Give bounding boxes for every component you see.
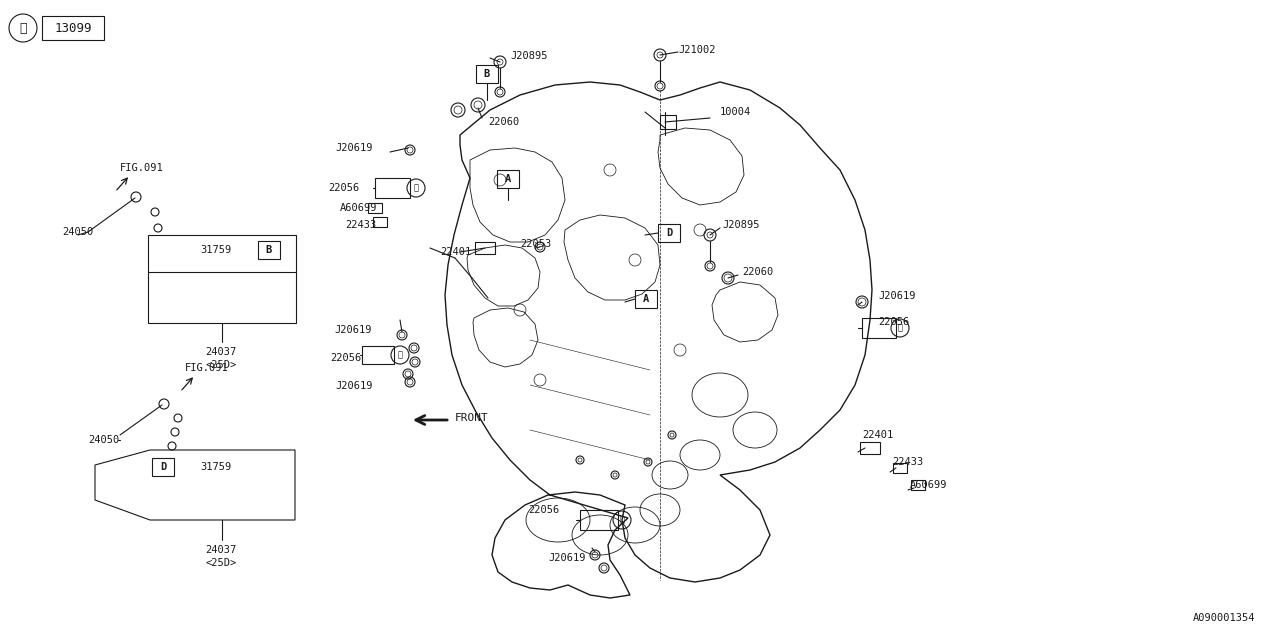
Text: 22433: 22433 xyxy=(892,457,923,467)
Text: FIG.091: FIG.091 xyxy=(120,163,164,173)
Bar xyxy=(362,346,394,364)
Text: 31759: 31759 xyxy=(200,462,232,472)
Bar xyxy=(861,318,896,338)
Text: ①: ① xyxy=(620,515,625,525)
Bar xyxy=(476,65,498,83)
Text: J20895: J20895 xyxy=(509,51,548,61)
Text: ①: ① xyxy=(413,184,419,193)
Text: D: D xyxy=(666,228,672,238)
Text: FRONT: FRONT xyxy=(454,413,489,423)
Bar xyxy=(911,480,925,490)
Text: J20895: J20895 xyxy=(722,220,759,230)
Bar xyxy=(660,115,676,129)
Text: 22401: 22401 xyxy=(440,247,471,257)
Text: 31759: 31759 xyxy=(200,245,232,255)
Text: 22056: 22056 xyxy=(328,183,360,193)
Text: 22056: 22056 xyxy=(330,353,361,363)
Text: 24037: 24037 xyxy=(205,347,237,357)
Text: J20619: J20619 xyxy=(878,291,915,301)
Text: ①: ① xyxy=(398,351,402,360)
Text: D: D xyxy=(160,462,166,472)
Bar xyxy=(375,178,410,198)
Text: 24037: 24037 xyxy=(205,545,237,555)
Text: A: A xyxy=(504,174,511,184)
Text: FIG.091: FIG.091 xyxy=(186,363,229,373)
Bar xyxy=(42,16,104,40)
Text: 22401: 22401 xyxy=(861,430,893,440)
Text: B: B xyxy=(266,245,273,255)
Text: 22433: 22433 xyxy=(346,220,376,230)
Bar xyxy=(152,458,174,476)
Text: J20619: J20619 xyxy=(334,325,371,335)
Bar xyxy=(860,442,881,454)
Text: J20619: J20619 xyxy=(548,553,585,563)
Bar xyxy=(580,510,618,530)
Bar xyxy=(148,235,296,323)
Bar xyxy=(369,203,381,213)
Text: 22060: 22060 xyxy=(742,267,773,277)
Text: 22053: 22053 xyxy=(520,239,552,249)
Text: 13099: 13099 xyxy=(54,22,92,35)
Text: 22056: 22056 xyxy=(878,317,909,327)
Text: ①: ① xyxy=(19,22,27,35)
Bar xyxy=(259,241,280,259)
Text: <25D>: <25D> xyxy=(205,360,237,370)
Bar xyxy=(893,463,908,473)
Text: A60699: A60699 xyxy=(340,203,378,213)
Bar xyxy=(475,242,495,254)
Text: 22060: 22060 xyxy=(488,117,520,127)
Bar xyxy=(497,170,518,188)
Text: 22056: 22056 xyxy=(529,505,559,515)
Text: A090001354: A090001354 xyxy=(1193,613,1254,623)
Text: B: B xyxy=(484,69,490,79)
Text: J20619: J20619 xyxy=(335,143,372,153)
Text: 10004: 10004 xyxy=(719,107,751,117)
Text: 24050: 24050 xyxy=(61,227,93,237)
Bar xyxy=(658,224,680,242)
Text: J21002: J21002 xyxy=(678,45,716,55)
Text: A: A xyxy=(643,294,649,304)
Text: J20619: J20619 xyxy=(335,381,372,391)
Text: ①: ① xyxy=(897,323,902,333)
Bar xyxy=(635,290,657,308)
Text: A60699: A60699 xyxy=(910,480,947,490)
Text: 24050: 24050 xyxy=(88,435,119,445)
Bar xyxy=(372,217,387,227)
Text: <25D>: <25D> xyxy=(205,558,237,568)
